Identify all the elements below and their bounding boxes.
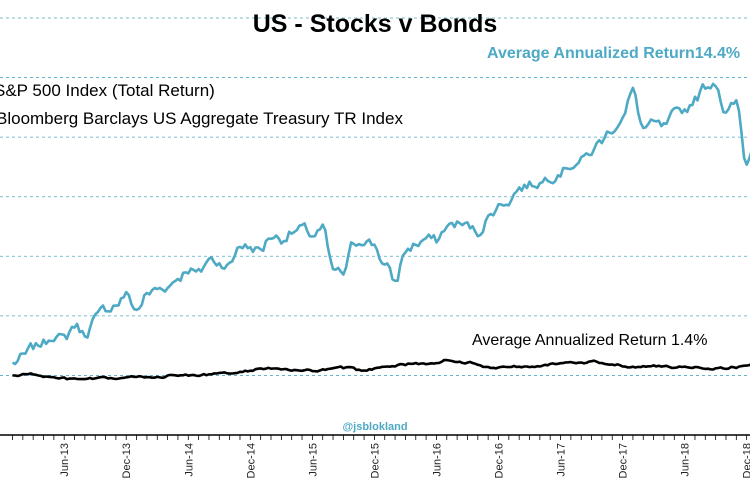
x-tick-label: Dec-13 bbox=[121, 443, 133, 478]
horizontal-gridlines bbox=[0, 17, 750, 376]
x-tick-label: Dec-17 bbox=[618, 443, 630, 478]
legend-stocks: S&P 500 Index (Total Return) bbox=[0, 81, 215, 100]
bonds-return-annotation: Average Annualized Return 1.4% bbox=[472, 332, 707, 349]
x-tick-label: Jun-13 bbox=[59, 443, 71, 477]
x-tick-label: Jun-18 bbox=[680, 443, 692, 477]
chart-title: US - Stocks v Bonds bbox=[253, 10, 498, 38]
x-tick-label: Jun-17 bbox=[556, 443, 568, 477]
author-credit: @jsblokland bbox=[342, 421, 407, 433]
x-tick-label: Jun-16 bbox=[432, 443, 444, 477]
stocks-return-annotation: Average Annualized Return14.4% bbox=[487, 45, 740, 62]
bonds-series bbox=[12, 358, 750, 381]
bonds-line bbox=[12, 358, 750, 381]
x-tick-label: Jun-14 bbox=[183, 443, 195, 477]
x-tick-label: Dec-16 bbox=[494, 443, 506, 478]
x-tick-label: Dec-14 bbox=[245, 443, 257, 478]
stocks-series bbox=[11, 82, 750, 366]
x-tick-label: Jun-15 bbox=[307, 443, 319, 477]
stocks-line bbox=[11, 82, 750, 366]
x-tick-label: Dec-15 bbox=[369, 443, 381, 478]
x-tick-label: Dec-18 bbox=[742, 443, 750, 478]
x-axis-ticks: Jun-13 Dec-13 Jun-14 Dec-14 Jun-15 Dec-15 Jun-… bbox=[12, 435, 750, 478]
legend-bonds: Bloomberg Barclays US Aggregate Treasury… bbox=[0, 109, 403, 128]
